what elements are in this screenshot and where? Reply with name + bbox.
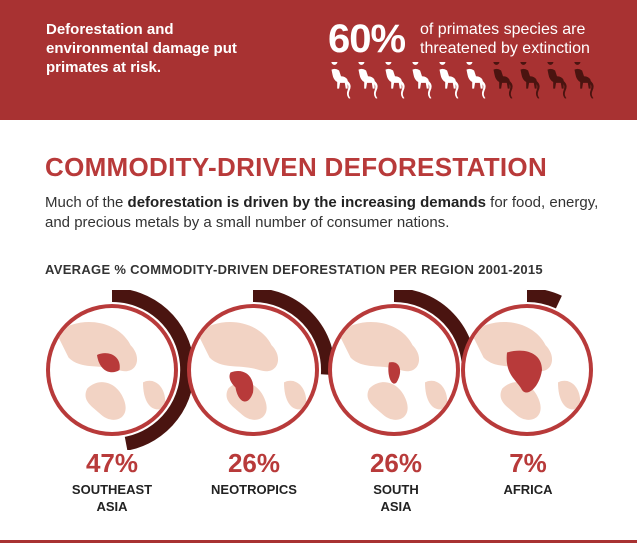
monkey-icon	[547, 62, 567, 99]
region-label-africa: AFRICA	[458, 481, 598, 498]
globe-map	[56, 321, 166, 420]
monkey-icon	[493, 62, 513, 99]
value-label-south-asia: 26%	[369, 448, 423, 478]
value-arc	[252, 290, 336, 376]
donut-southeast-asia	[46, 290, 195, 450]
globe-map	[197, 321, 307, 420]
region-label-neotropics: NEOTROPICS	[184, 481, 324, 498]
region-label-south-asia: SOUTH ASIA	[326, 481, 466, 515]
monkey-icon	[439, 62, 459, 99]
monkey-icon	[385, 62, 405, 99]
monkey-icon	[331, 62, 351, 99]
region-label-line: ASIA	[380, 499, 412, 514]
value-label-africa: 7%	[509, 448, 547, 478]
value-arc	[526, 290, 562, 309]
region-label-line: NEOTROPICS	[211, 482, 297, 497]
monkey-icon	[520, 62, 540, 99]
donut-neotropics	[187, 290, 336, 436]
donut-chart	[46, 290, 593, 450]
region-label-line: SOUTHEAST	[71, 482, 153, 497]
donut-africa	[461, 290, 593, 436]
intro-text-start: Much of the	[45, 194, 128, 211]
threatened-percentage: 60%	[328, 17, 406, 61]
monkey-icon	[466, 62, 486, 99]
region-label-line: AFRICA	[503, 482, 553, 497]
monkey-icon	[412, 62, 432, 99]
region-label-line: SOUTH	[373, 482, 419, 497]
donut-south-asia	[328, 290, 477, 436]
primate-icon-row	[329, 62, 599, 102]
globe-map	[338, 321, 448, 420]
header-banner: Deforestation and environmental damage p…	[0, 0, 637, 120]
monkey-icon	[574, 62, 594, 99]
intro-text-end: for food, energy, and precious metals by…	[45, 194, 599, 231]
region-label-line: ASIA	[96, 499, 128, 514]
banner-headline: Deforestation and environmental damage p…	[46, 21, 237, 76]
threatened-description: of primates species are threatened by ex…	[420, 21, 590, 57]
globe-map	[471, 321, 581, 420]
monkey-icon	[358, 62, 378, 99]
region-label-southeast-asia: SOUTHEAST ASIA	[42, 481, 182, 515]
value-label-southeast-asia: 47%	[85, 448, 139, 478]
section-title: COMMODITY-DRIVEN DEFORESTATION	[45, 152, 548, 182]
chart-title: AVERAGE % COMMODITY-DRIVEN DEFORESTATION…	[45, 262, 543, 277]
intro-text-bold: deforestation is driven by the increasin…	[127, 194, 486, 211]
value-arc	[111, 290, 195, 450]
value-label-neotropics: 26%	[227, 448, 281, 478]
intro-paragraph: Much of the deforestation is driven by t…	[45, 193, 605, 233]
footer-divider	[0, 540, 637, 543]
